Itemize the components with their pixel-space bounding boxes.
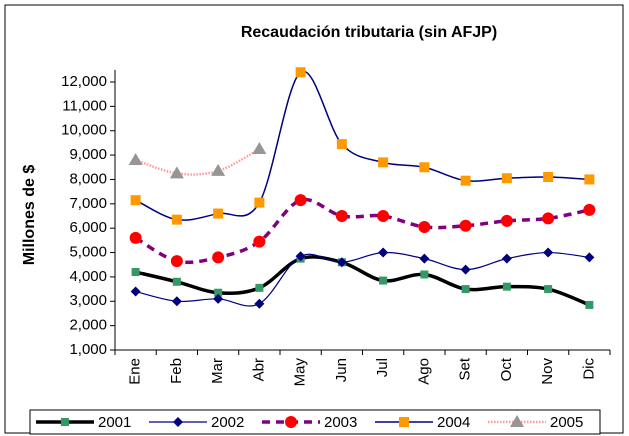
marker [585,300,594,309]
legend-label: 2002 [211,414,244,431]
x-tick-label: Ene [127,358,144,385]
y-tick-label: 5,000 [69,244,107,261]
marker [169,166,184,179]
x-tick-label: Set [457,357,474,380]
y-tick-label: 9,000 [69,146,107,163]
marker [543,172,554,183]
marker [542,212,555,225]
x-tick-label: Mar [209,358,226,384]
marker [128,152,143,165]
marker [501,253,512,264]
y-tick-label: 7,000 [69,195,107,212]
marker [294,194,307,207]
marker [255,283,264,292]
legend-marker [61,418,69,426]
marker [583,203,596,216]
marker [211,163,226,176]
legend-marker [399,417,409,427]
legend-marker [173,417,183,427]
chart-title: Recaudación tributaria (sin AFJP) [241,24,497,41]
marker [171,214,182,225]
marker [213,293,224,304]
marker [379,276,388,285]
legend-label: 2001 [98,414,131,431]
x-tick-label: Jun [333,358,350,382]
marker [460,175,471,186]
marker [295,67,306,78]
marker [378,157,389,168]
marker [419,162,430,173]
marker [584,252,595,263]
series-line [135,147,260,176]
x-tick-label: Ago [415,358,432,385]
legend-marker [510,415,524,427]
marker [377,210,390,222]
marker [130,286,141,297]
marker [336,257,347,268]
marker [501,173,512,184]
marker [336,139,347,150]
marker [420,270,429,279]
marker [461,285,470,294]
y-tick-label: 1,000 [69,341,107,358]
marker [253,235,266,248]
marker [254,197,265,208]
marker [213,208,224,219]
marker [172,277,181,286]
y-tick-label: 10,000 [61,122,107,139]
x-tick-label: Nov [539,358,556,385]
x-tick-label: May [292,358,309,387]
marker [130,195,141,206]
marker [254,298,265,309]
x-tick-label: Jul [374,358,391,377]
marker [584,174,595,185]
marker [129,231,142,244]
marker [378,247,389,258]
chart-border [4,4,624,434]
marker [418,220,431,233]
marker [335,210,348,222]
legend-label: 2003 [324,414,357,431]
marker [500,214,513,227]
marker [544,285,553,294]
y-tick-label: 4,000 [69,268,107,285]
y-tick-label: 3,000 [69,292,107,309]
y-axis-label: Millones de $ [21,165,38,266]
x-tick-label: Dic [580,358,597,380]
y-tick-label: 2,000 [69,317,107,334]
marker [171,296,182,307]
x-tick-label: Abr [250,358,267,381]
marker [419,253,430,264]
y-tick-label: 12,000 [61,73,107,90]
marker [170,255,183,268]
marker [131,268,140,277]
legend-box [29,409,601,435]
legend-marker [285,416,297,428]
x-tick-label: Oct [498,357,515,381]
marker [212,251,225,264]
legend-label: 2004 [437,414,470,431]
marker [460,264,471,275]
marker [295,251,306,262]
marker [459,219,472,232]
y-tick-label: 11,000 [62,97,107,114]
marker [543,247,554,258]
legend-label: 2005 [550,414,583,431]
x-tick-label: Feb [168,358,185,384]
y-tick-label: 6,000 [69,219,107,236]
marker [502,282,511,291]
marker [214,288,223,297]
marker [252,142,267,154]
y-tick-label: 8,000 [69,170,107,187]
